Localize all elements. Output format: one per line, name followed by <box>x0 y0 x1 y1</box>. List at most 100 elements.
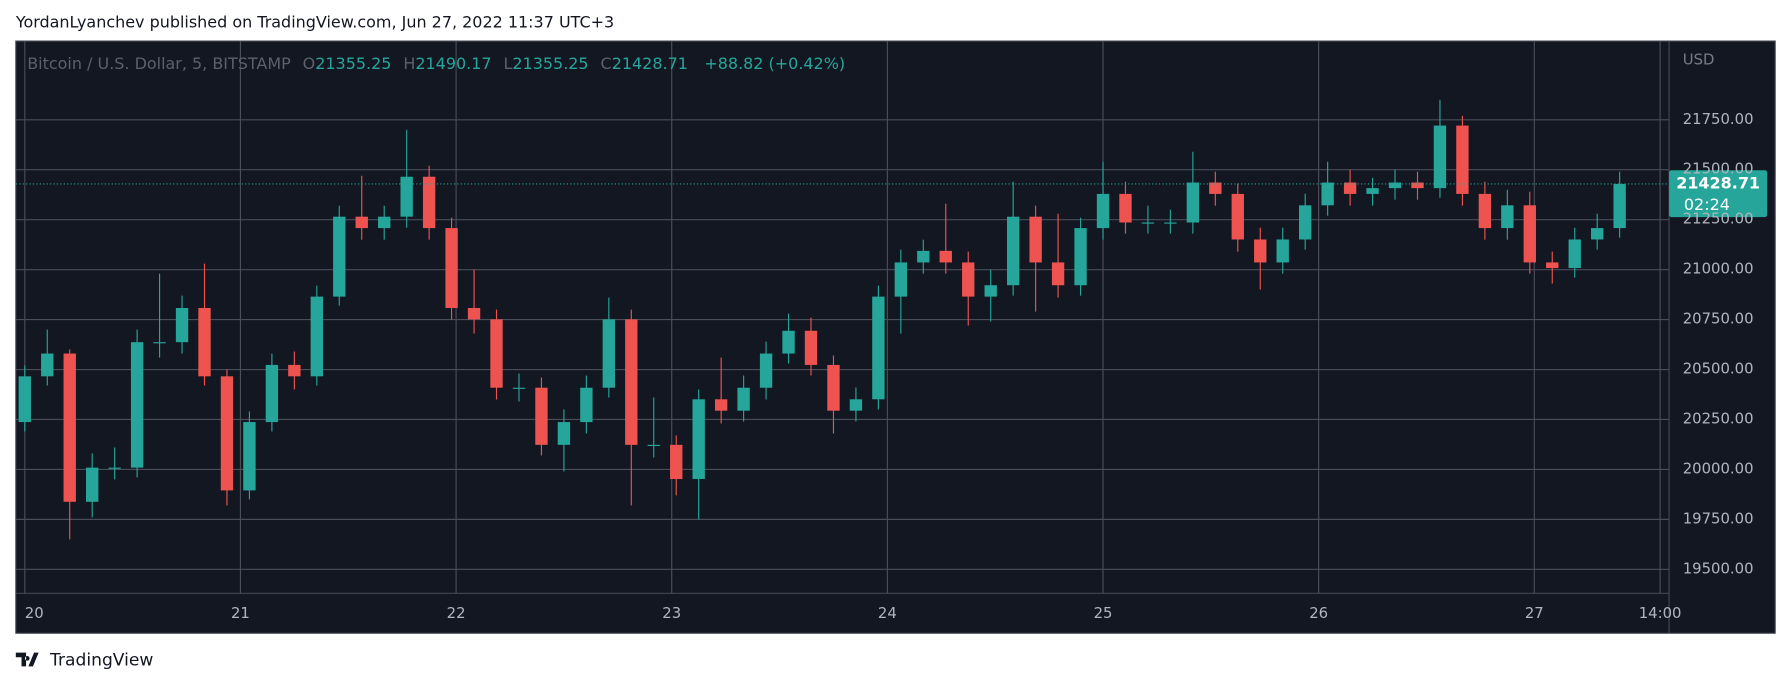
countdown: 02:24 <box>1684 195 1730 214</box>
candle-body <box>378 216 391 229</box>
candle-body <box>400 176 413 217</box>
candle-body <box>1119 193 1132 223</box>
candle-body <box>692 399 705 480</box>
candle-body <box>175 307 189 343</box>
candle-body <box>647 444 660 446</box>
legend: Bitcoin / U.S. Dollar, 5, BITSTAMP O2135… <box>27 53 845 72</box>
x-tick-label: 24 <box>878 605 897 622</box>
candle-body <box>422 176 436 229</box>
x-tick-label: 25 <box>1094 605 1113 622</box>
candle-body <box>1029 216 1042 263</box>
last-price: 21428.71 02:24 <box>15 170 1768 218</box>
currency: USD <box>1683 51 1715 68</box>
candle-body <box>512 387 526 389</box>
candle-body <box>108 467 121 469</box>
candle-body <box>333 216 346 297</box>
candle-body <box>130 342 144 468</box>
candle-body <box>63 353 76 502</box>
candle-body <box>310 296 323 377</box>
x-tick-label: 21 <box>231 605 250 622</box>
logo-icon <box>15 652 39 667</box>
last-price-label: 21428.71 <box>1676 173 1760 192</box>
y-tick-label: 19500.00 <box>1683 560 1754 577</box>
candle-body <box>1456 125 1469 194</box>
legend-label: C <box>601 53 612 72</box>
candle-body <box>1298 205 1312 240</box>
legend-value: 21490.17 <box>415 53 491 72</box>
legend-value: 21355.25 <box>512 53 588 72</box>
candles <box>18 99 1626 540</box>
candle-body <box>220 376 234 491</box>
candle-body <box>18 376 31 423</box>
candle-body <box>1613 183 1626 229</box>
candle-body <box>1186 182 1200 223</box>
candle-body <box>198 307 211 377</box>
candle-body <box>265 364 279 423</box>
candle-body <box>1523 205 1536 263</box>
candle-body <box>1366 188 1379 194</box>
candle-body <box>467 307 481 320</box>
candle-body <box>1568 239 1581 269</box>
y-tick-label: 20750.00 <box>1683 311 1754 328</box>
y-tick-label: 21250.00 <box>1683 211 1754 228</box>
y-tick-label: 21000.00 <box>1683 261 1754 278</box>
candle-body <box>1411 182 1424 189</box>
y-tick-label: 20000.00 <box>1683 460 1754 477</box>
candle-body <box>1141 222 1155 224</box>
candle-body <box>917 250 930 263</box>
x-tick-label: 26 <box>1309 605 1328 622</box>
candle-body <box>1209 182 1222 194</box>
candle-body <box>872 296 885 400</box>
candle-body <box>535 387 548 445</box>
candle-body <box>1546 262 1559 269</box>
candle-body <box>962 262 975 297</box>
candle-body <box>1501 205 1514 229</box>
x-tick-label: 20 <box>25 605 44 622</box>
y-tick-label: 20500.00 <box>1683 361 1754 378</box>
footer-logo: TradingView <box>15 651 153 671</box>
header: YordanLyanchev published on TradingView.… <box>15 12 614 31</box>
candle-body <box>490 319 503 388</box>
y-tick-label: 21750.00 <box>1683 111 1754 128</box>
chart-panel <box>15 40 1776 634</box>
candle-body <box>557 422 571 445</box>
candle-body <box>1321 182 1334 206</box>
y-tick-label: 19750.00 <box>1683 510 1754 527</box>
candle-body <box>445 228 458 308</box>
y-tick-label: 20250.00 <box>1683 410 1754 427</box>
candle-body <box>1051 262 1065 286</box>
candle-body <box>1006 216 1020 286</box>
candle-body <box>714 399 728 411</box>
candle-body <box>580 387 593 423</box>
candle-body <box>86 467 99 502</box>
candle-body <box>670 444 683 480</box>
candle-body <box>894 262 908 297</box>
candle-body <box>782 330 795 354</box>
candle-body <box>1096 193 1110 229</box>
candle-body <box>1591 228 1604 240</box>
candle-body <box>153 342 166 344</box>
legend-label: L <box>503 53 512 72</box>
candle-body <box>625 319 638 445</box>
x-tick-label: 22 <box>447 605 466 622</box>
legend-label: H <box>403 53 415 72</box>
legend-label: O <box>303 53 316 72</box>
candle-body <box>1343 182 1357 194</box>
candle-body <box>1276 239 1289 263</box>
candle-body <box>939 250 952 263</box>
candle-body <box>355 216 368 229</box>
candle-body <box>1074 228 1087 286</box>
candle-body <box>1164 222 1177 224</box>
candle-body <box>737 387 750 411</box>
brand: TradingView <box>49 651 153 671</box>
x-tick-label: 27 <box>1525 605 1544 622</box>
last-price-box <box>1669 170 1768 218</box>
candle-body <box>849 399 863 411</box>
grid <box>15 41 1670 594</box>
legend-change: +88.82 (+0.42%) <box>704 53 845 72</box>
candle-body <box>243 422 256 491</box>
candle-body <box>1388 182 1402 189</box>
legend-value: 21355.25 <box>315 53 391 72</box>
candle-body <box>804 330 818 365</box>
